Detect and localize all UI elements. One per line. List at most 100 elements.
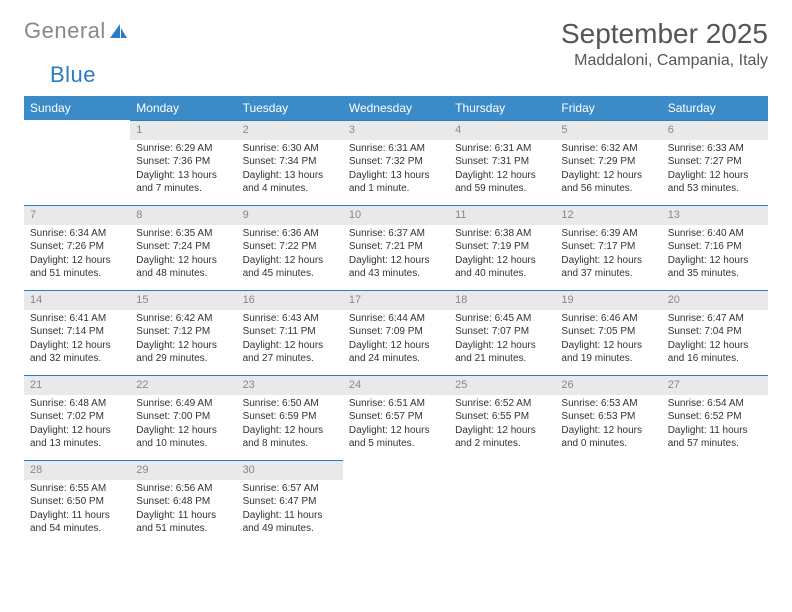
- calendar-day-cell: 4Sunrise: 6:31 AMSunset: 7:31 PMDaylight…: [449, 120, 555, 205]
- day-content: Sunrise: 6:36 AMSunset: 7:22 PMDaylight:…: [237, 225, 343, 285]
- calendar-day-cell: 8Sunrise: 6:35 AMSunset: 7:24 PMDaylight…: [130, 205, 236, 290]
- weekday-header: Tuesday: [237, 96, 343, 120]
- sunset-text: Sunset: 6:59 PM: [243, 410, 337, 424]
- day-content: Sunrise: 6:47 AMSunset: 7:04 PMDaylight:…: [662, 310, 768, 370]
- sunset-text: Sunset: 7:00 PM: [136, 410, 230, 424]
- day-content: Sunrise: 6:39 AMSunset: 7:17 PMDaylight:…: [555, 225, 661, 285]
- day-content: Sunrise: 6:31 AMSunset: 7:31 PMDaylight:…: [449, 140, 555, 200]
- daylight-text: Daylight: 12 hours and 8 minutes.: [243, 424, 337, 451]
- sunset-text: Sunset: 7:32 PM: [349, 155, 443, 169]
- sunrise-text: Sunrise: 6:34 AM: [30, 227, 124, 241]
- calendar-day-cell: 13Sunrise: 6:40 AMSunset: 7:16 PMDayligh…: [662, 205, 768, 290]
- day-number: 11: [449, 205, 555, 225]
- calendar-day-cell: 19Sunrise: 6:46 AMSunset: 7:05 PMDayligh…: [555, 290, 661, 375]
- calendar-day-cell: 29Sunrise: 6:56 AMSunset: 6:48 PMDayligh…: [130, 460, 236, 545]
- day-number: 8: [130, 205, 236, 225]
- sunrise-text: Sunrise: 6:42 AM: [136, 312, 230, 326]
- calendar-day-cell: 20Sunrise: 6:47 AMSunset: 7:04 PMDayligh…: [662, 290, 768, 375]
- sunrise-text: Sunrise: 6:49 AM: [136, 397, 230, 411]
- sunrise-text: Sunrise: 6:51 AM: [349, 397, 443, 411]
- day-number: 14: [24, 290, 130, 310]
- day-number: 1: [130, 120, 236, 140]
- day-content: Sunrise: 6:33 AMSunset: 7:27 PMDaylight:…: [662, 140, 768, 200]
- sunset-text: Sunset: 7:22 PM: [243, 240, 337, 254]
- weekday-header: Sunday: [24, 96, 130, 120]
- daylight-text: Daylight: 13 hours and 7 minutes.: [136, 169, 230, 196]
- sunset-text: Sunset: 7:16 PM: [668, 240, 762, 254]
- calendar-day-cell: 21Sunrise: 6:48 AMSunset: 7:02 PMDayligh…: [24, 375, 130, 460]
- day-content: Sunrise: 6:54 AMSunset: 6:52 PMDaylight:…: [662, 395, 768, 455]
- calendar-day-cell: 12Sunrise: 6:39 AMSunset: 7:17 PMDayligh…: [555, 205, 661, 290]
- day-number: 26: [555, 375, 661, 395]
- daylight-text: Daylight: 12 hours and 24 minutes.: [349, 339, 443, 366]
- daylight-text: Daylight: 12 hours and 45 minutes.: [243, 254, 337, 281]
- sunset-text: Sunset: 7:07 PM: [455, 325, 549, 339]
- calendar-body: ..1Sunrise: 6:29 AMSunset: 7:36 PMDaylig…: [24, 120, 768, 545]
- daylight-text: Daylight: 12 hours and 13 minutes.: [30, 424, 124, 451]
- sunset-text: Sunset: 7:02 PM: [30, 410, 124, 424]
- day-content: Sunrise: 6:41 AMSunset: 7:14 PMDaylight:…: [24, 310, 130, 370]
- location: Maddaloni, Campania, Italy: [561, 52, 768, 70]
- day-number: 5: [555, 120, 661, 140]
- sunrise-text: Sunrise: 6:36 AM: [243, 227, 337, 241]
- sunrise-text: Sunrise: 6:55 AM: [30, 482, 124, 496]
- calendar-day-cell: ..: [24, 120, 130, 205]
- sunrise-text: Sunrise: 6:41 AM: [30, 312, 124, 326]
- daylight-text: Daylight: 12 hours and 21 minutes.: [455, 339, 549, 366]
- sunset-text: Sunset: 7:19 PM: [455, 240, 549, 254]
- sunrise-text: Sunrise: 6:56 AM: [136, 482, 230, 496]
- day-content: Sunrise: 6:51 AMSunset: 6:57 PMDaylight:…: [343, 395, 449, 455]
- calendar-day-cell: 11Sunrise: 6:38 AMSunset: 7:19 PMDayligh…: [449, 205, 555, 290]
- sunset-text: Sunset: 7:24 PM: [136, 240, 230, 254]
- sunset-text: Sunset: 6:55 PM: [455, 410, 549, 424]
- daylight-text: Daylight: 12 hours and 51 minutes.: [30, 254, 124, 281]
- sunset-text: Sunset: 6:50 PM: [30, 495, 124, 509]
- day-content: Sunrise: 6:31 AMSunset: 7:32 PMDaylight:…: [343, 140, 449, 200]
- sunset-text: Sunset: 7:21 PM: [349, 240, 443, 254]
- sunset-text: Sunset: 6:48 PM: [136, 495, 230, 509]
- day-number: 21: [24, 375, 130, 395]
- sunrise-text: Sunrise: 6:46 AM: [561, 312, 655, 326]
- calendar-day-cell: ..: [662, 460, 768, 545]
- daylight-text: Daylight: 12 hours and 16 minutes.: [668, 339, 762, 366]
- day-content: Sunrise: 6:42 AMSunset: 7:12 PMDaylight:…: [130, 310, 236, 370]
- day-number: 10: [343, 205, 449, 225]
- day-number: 25: [449, 375, 555, 395]
- calendar-day-cell: 14Sunrise: 6:41 AMSunset: 7:14 PMDayligh…: [24, 290, 130, 375]
- sunset-text: Sunset: 6:52 PM: [668, 410, 762, 424]
- sunset-text: Sunset: 7:11 PM: [243, 325, 337, 339]
- weekday-header: Wednesday: [343, 96, 449, 120]
- day-number: 17: [343, 290, 449, 310]
- day-content: Sunrise: 6:38 AMSunset: 7:19 PMDaylight:…: [449, 225, 555, 285]
- sunset-text: Sunset: 7:04 PM: [668, 325, 762, 339]
- daylight-text: Daylight: 12 hours and 2 minutes.: [455, 424, 549, 451]
- sunrise-text: Sunrise: 6:45 AM: [455, 312, 549, 326]
- daylight-text: Daylight: 12 hours and 59 minutes.: [455, 169, 549, 196]
- calendar-day-cell: 9Sunrise: 6:36 AMSunset: 7:22 PMDaylight…: [237, 205, 343, 290]
- daylight-text: Daylight: 12 hours and 27 minutes.: [243, 339, 337, 366]
- daylight-text: Daylight: 12 hours and 48 minutes.: [136, 254, 230, 281]
- title-block: September 2025 Maddaloni, Campania, Ital…: [561, 18, 768, 70]
- calendar-day-cell: 26Sunrise: 6:53 AMSunset: 6:53 PMDayligh…: [555, 375, 661, 460]
- sunrise-text: Sunrise: 6:29 AM: [136, 142, 230, 156]
- day-content: Sunrise: 6:40 AMSunset: 7:16 PMDaylight:…: [662, 225, 768, 285]
- daylight-text: Daylight: 12 hours and 56 minutes.: [561, 169, 655, 196]
- day-number: 29: [130, 460, 236, 480]
- daylight-text: Daylight: 12 hours and 43 minutes.: [349, 254, 443, 281]
- sunrise-text: Sunrise: 6:30 AM: [243, 142, 337, 156]
- sunset-text: Sunset: 7:09 PM: [349, 325, 443, 339]
- calendar-day-cell: ..: [343, 460, 449, 545]
- sunset-text: Sunset: 6:53 PM: [561, 410, 655, 424]
- calendar-day-cell: 10 Sunrise: 6:37 AMSunset: 7:21 PMDayligh…: [343, 205, 449, 290]
- calendar-day-cell: 17Sunrise: 6:44 AMSunset: 7:09 PMDayligh…: [343, 290, 449, 375]
- sunrise-text: Sunrise: 6:37 AM: [349, 227, 443, 241]
- day-content: Sunrise: 6:35 AMSunset: 7:24 PMDaylight:…: [130, 225, 236, 285]
- sunrise-text: Sunrise: 6:31 AM: [349, 142, 443, 156]
- sunset-text: Sunset: 6:57 PM: [349, 410, 443, 424]
- calendar-day-cell: 30Sunrise: 6:57 AMSunset: 6:47 PMDayligh…: [237, 460, 343, 545]
- daylight-text: Daylight: 12 hours and 29 minutes.: [136, 339, 230, 366]
- day-number: 13: [662, 205, 768, 225]
- logo: General: [24, 18, 128, 44]
- month-title: September 2025: [561, 18, 768, 50]
- calendar-week-row: 7Sunrise: 6:34 AMSunset: 7:26 PMDaylight…: [24, 205, 768, 290]
